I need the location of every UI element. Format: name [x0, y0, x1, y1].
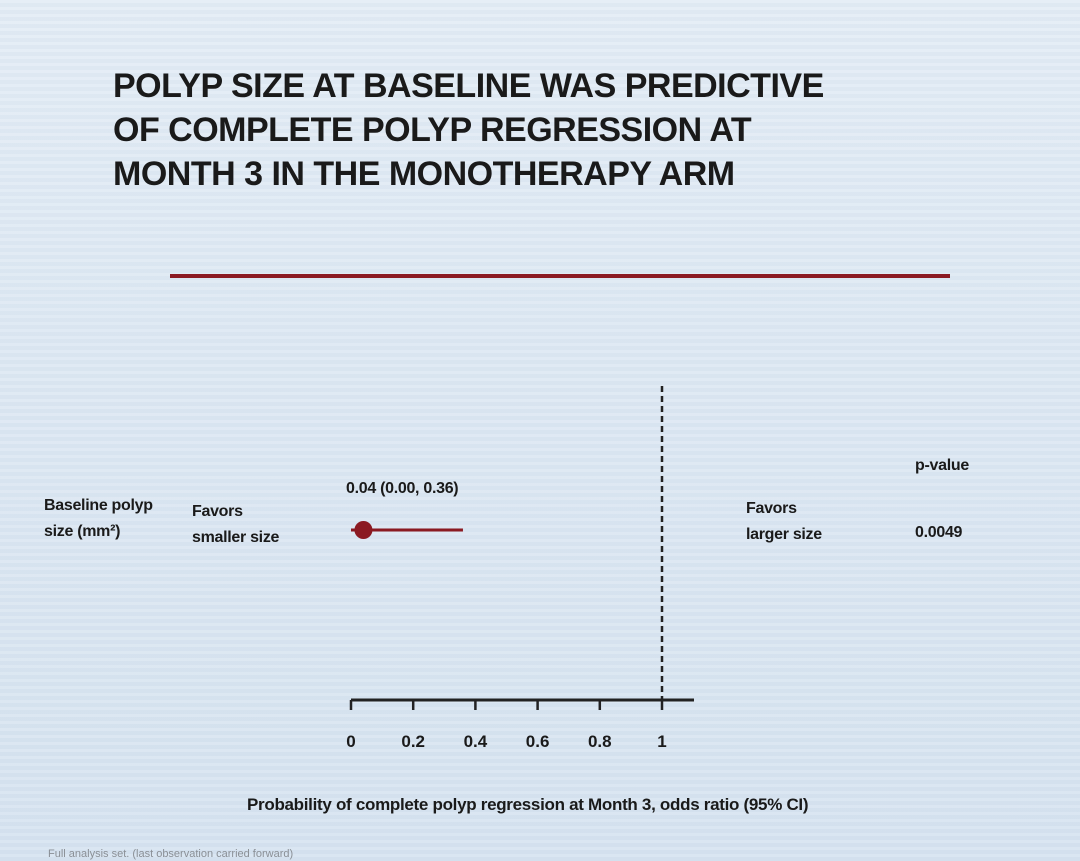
x-tick-label-2: 0.4 [464, 732, 488, 751]
x-axis-label: Probability of complete polyp regression… [247, 795, 809, 814]
pvalue-header: p-value [915, 457, 969, 474]
x-tick-label-1: 0.2 [401, 732, 425, 751]
x-tick-label-0: 0 [346, 732, 355, 751]
title-line-2: OF COMPLETE POLYP REGRESSION AT [113, 111, 752, 149]
title-line-3: MONTH 3 IN THE MONOTHERAPY ARM [113, 155, 735, 193]
favors-right-line2: larger size [746, 526, 822, 543]
favors-smaller-label: Favors smaller size [192, 499, 279, 551]
favors-right-line1: Favors [746, 500, 797, 517]
x-tick-label-3: 0.6 [526, 732, 550, 751]
x-tick-label-5: 1 [657, 732, 666, 751]
slide-title: POLYP SIZE AT BASELINE WAS PREDICTIVE OF… [113, 64, 824, 196]
point-estimates [351, 521, 463, 539]
favors-larger-label: Favors larger size [746, 496, 822, 548]
title-line-1: POLYP SIZE AT BASELINE WAS PREDICTIVE [113, 67, 824, 105]
estimate-label: 0.04 (0.00, 0.36) [346, 480, 459, 497]
favors-left-line1: Favors [192, 503, 243, 520]
pvalue-value: 0.0049 [915, 524, 963, 541]
x-tick-label-4: 0.8 [588, 732, 612, 751]
row-label: Baseline polyp size (mm²) [44, 493, 153, 545]
x-axis [349, 698, 694, 710]
x-tick-labels: 0 0.2 0.4 0.6 0.8 1 [346, 732, 666, 751]
point-estimate-0 [354, 521, 373, 539]
favors-left-line2: smaller size [192, 529, 280, 546]
title-divider [170, 274, 950, 278]
row-label-line1: Baseline polyp [44, 497, 153, 514]
row-label-line2: size (mm²) [44, 523, 121, 540]
footnote: Full analysis set. (last observation car… [48, 848, 294, 860]
